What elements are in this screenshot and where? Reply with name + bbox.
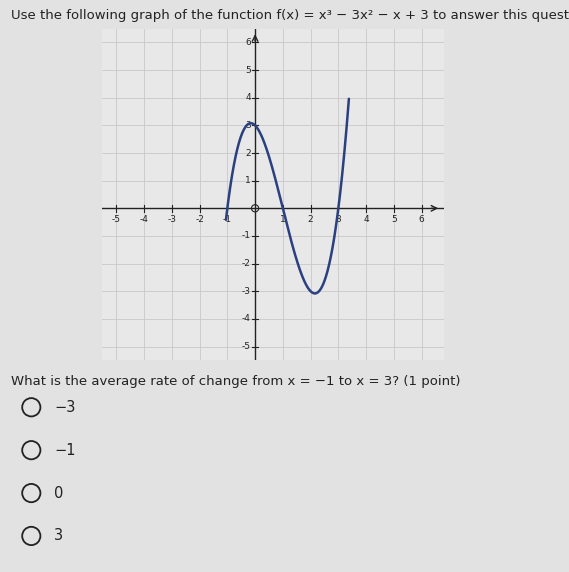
Text: 1: 1	[245, 176, 251, 185]
Text: 2: 2	[308, 215, 314, 224]
Text: Use the following graph of the function f(x) = x³ − 3x² − x + 3 to answer this q: Use the following graph of the function …	[11, 9, 569, 22]
Text: -2: -2	[242, 259, 251, 268]
Text: 3: 3	[54, 529, 63, 543]
Text: -5: -5	[242, 342, 251, 351]
Text: 5: 5	[391, 215, 397, 224]
Text: What is the average rate of change from x = −1 to x = 3? (1 point): What is the average rate of change from …	[11, 375, 461, 388]
Text: -1: -1	[242, 232, 251, 240]
Text: -4: -4	[242, 315, 251, 323]
Text: -1: -1	[223, 215, 232, 224]
Text: -5: -5	[112, 215, 121, 224]
Text: -4: -4	[139, 215, 149, 224]
Text: 6: 6	[245, 38, 251, 47]
Text: −3: −3	[54, 400, 76, 415]
Text: 2: 2	[245, 149, 251, 157]
Text: −1: −1	[54, 443, 76, 458]
Text: 5: 5	[245, 66, 251, 74]
Text: 3: 3	[245, 121, 251, 130]
Text: 6: 6	[419, 215, 424, 224]
Text: -3: -3	[242, 287, 251, 296]
Text: 3: 3	[336, 215, 341, 224]
Text: 4: 4	[363, 215, 369, 224]
Text: 0: 0	[54, 486, 63, 500]
Text: -2: -2	[195, 215, 204, 224]
Text: 4: 4	[245, 93, 251, 102]
Text: 1: 1	[280, 215, 286, 224]
Text: -3: -3	[167, 215, 176, 224]
